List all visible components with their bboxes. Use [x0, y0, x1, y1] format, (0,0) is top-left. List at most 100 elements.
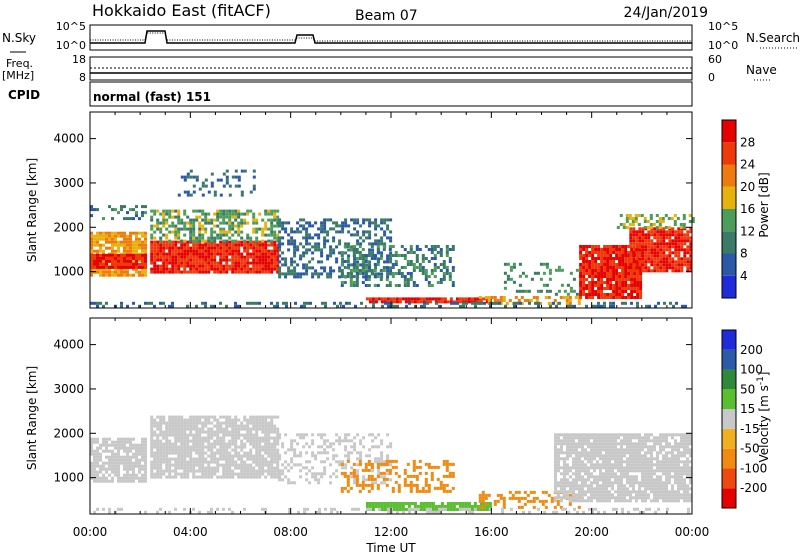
scatter-cell: [150, 261, 154, 265]
scatter-cell: [302, 466, 306, 470]
scatter-cell: [620, 484, 623, 488]
scatter-cell: [255, 230, 259, 234]
scatter-cell: [650, 451, 653, 455]
scatter-cell: [355, 284, 359, 287]
scatter-cell: [171, 264, 175, 268]
scatter-cell: [141, 267, 144, 271]
scatter-cell: [273, 267, 277, 271]
scatter-cell: [386, 227, 390, 231]
scatter-cell: [317, 472, 321, 476]
scatter-cell: [207, 236, 211, 240]
scatter-cell: [281, 272, 285, 276]
scatter-cell: [353, 478, 357, 482]
scatter-cell: [340, 275, 344, 278]
scatter-cell: [258, 457, 262, 461]
scatter-cell: [299, 475, 303, 479]
scatter-cell: [620, 439, 623, 443]
scatter-cell: [474, 301, 477, 305]
scatter-cell: [418, 266, 422, 269]
scatter-cell: [566, 451, 569, 455]
scatter-cell: [222, 472, 226, 476]
scatter-cell: [309, 301, 312, 305]
scatter-cell: [252, 270, 256, 274]
scatter-cell: [644, 251, 648, 255]
scatter-cell: [374, 445, 378, 449]
scatter-cell: [406, 260, 410, 263]
scatter-cell: [370, 486, 374, 490]
scatter-cell: [281, 221, 285, 225]
scatter-cell: [273, 442, 277, 446]
scatter-cell: [216, 236, 220, 240]
scatter-cell: [243, 169, 247, 173]
scatter-cell: [102, 461, 105, 465]
scatter-cell: [123, 440, 126, 444]
scatter-cell: [174, 255, 178, 259]
scatter-cell: [243, 261, 247, 265]
scatter-cell: [618, 248, 622, 251]
scatter-cell: [195, 433, 199, 437]
scatter-cell: [609, 254, 613, 257]
scatter-cell: [177, 472, 181, 476]
scatter-cell: [129, 208, 132, 212]
scatter-cell: [341, 224, 345, 228]
scatter-cell: [587, 442, 590, 446]
scatter-cell: [575, 487, 578, 491]
scatter-cell: [600, 281, 604, 284]
scatter-cell: [216, 436, 220, 440]
scatter-cell: [342, 304, 345, 308]
scatter-cell: [383, 218, 387, 222]
scatter-cell: [189, 249, 193, 253]
scatter-cell: [129, 240, 132, 244]
scatter-cell: [340, 284, 344, 287]
scatter-cell: [123, 240, 126, 244]
scatter-cell: [177, 466, 181, 470]
scatter-cell: [641, 251, 645, 255]
scatter-cell: [305, 433, 309, 437]
scatter-cell: [621, 281, 625, 284]
scatter-cell: [627, 269, 631, 272]
scatter-cell: [611, 448, 614, 452]
scatter-cell: [308, 445, 312, 449]
scatter-cell: [350, 233, 354, 237]
scatter-cell: [535, 299, 539, 302]
scatter-cell: [240, 463, 244, 467]
scatter-cell: [261, 261, 265, 265]
scatter-cell: [216, 270, 220, 274]
scatter-cell: [216, 433, 220, 437]
scatter-cell: [168, 421, 172, 425]
scatter-cell: [368, 221, 372, 225]
scatter-cell: [270, 445, 274, 449]
scatter-cell: [639, 287, 643, 290]
scatter-cell: [650, 242, 654, 246]
scatter-cell: [352, 468, 356, 472]
scatter-cell: [344, 454, 348, 458]
scatter-cell: [427, 248, 431, 251]
scatter-cell: [585, 287, 589, 290]
scatter-cell: [395, 297, 399, 301]
scatter-cell: [588, 260, 592, 263]
scatter-cell: [493, 296, 497, 299]
scatter-cell: [177, 463, 181, 467]
scatter-cell: [99, 253, 102, 257]
scatter-cell: [189, 258, 193, 262]
scatter-cell: [638, 436, 641, 440]
scatter-cell: [210, 457, 214, 461]
scatter-cell: [361, 260, 365, 263]
scatter-cell: [120, 234, 123, 238]
scatter-cell: [412, 266, 416, 269]
scatter-cell: [132, 273, 135, 277]
scatter-cell: [680, 269, 684, 273]
scatter-cell: [293, 463, 297, 467]
scatter-cell: [270, 227, 274, 231]
scatter-cell: [270, 460, 274, 464]
scatter-cell: [216, 267, 220, 271]
scatter-cell: [231, 246, 235, 250]
scatter-cell: [430, 477, 434, 481]
scatter-cell: [600, 257, 604, 260]
y-tick-label: 3000: [53, 176, 84, 190]
scatter-cell: [168, 469, 172, 473]
scatter-cell: [473, 505, 477, 508]
scatter-cell: [335, 257, 339, 261]
scatter-cell: [276, 460, 280, 464]
